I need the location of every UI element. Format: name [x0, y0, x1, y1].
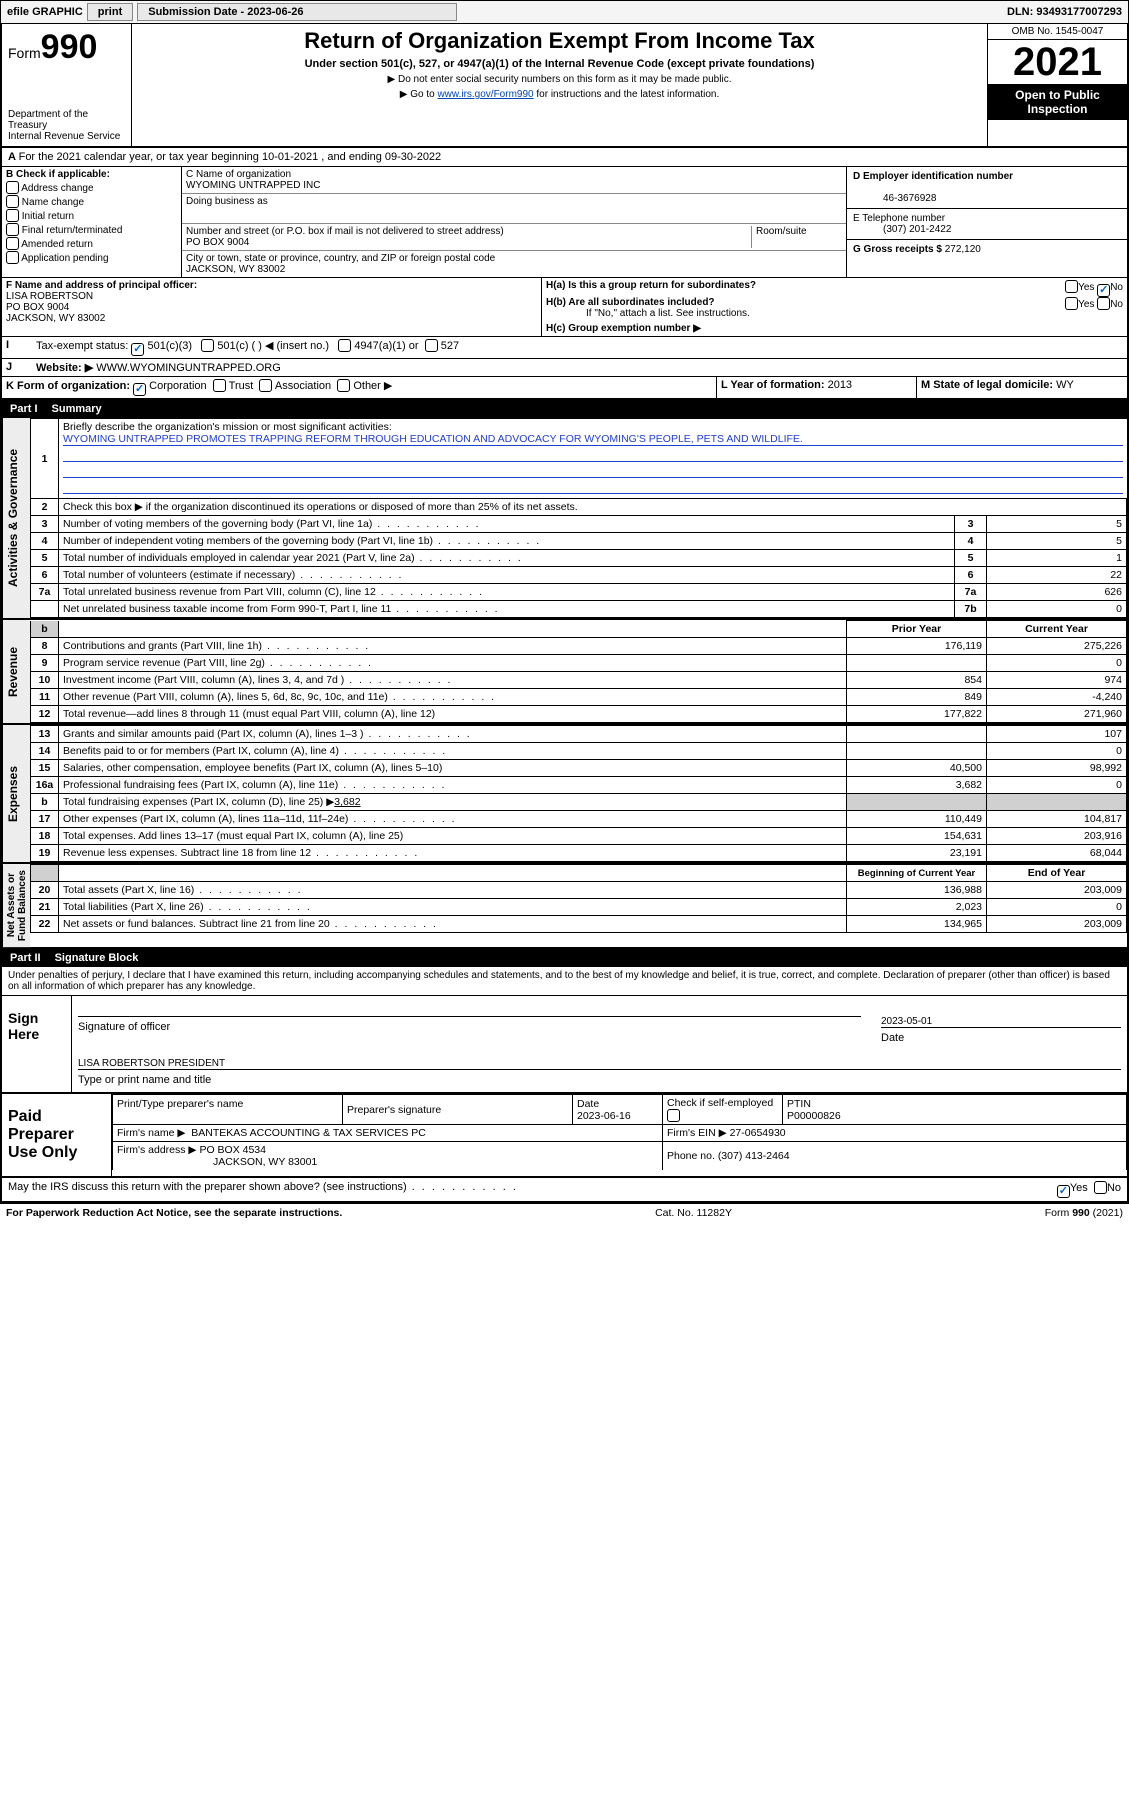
discuss-row: May the IRS discuss this return with the… [0, 1178, 1129, 1203]
tax-year-line: A For the 2021 calendar year, or tax yea… [0, 148, 1129, 167]
group-return-no-checkbox[interactable]: ✓ [1097, 284, 1110, 297]
mission-text: WYOMING UNTRAPPED PROMOTES TRAPPING REFO… [63, 433, 1123, 446]
city-state-zip: JACKSON, WY 83002 [186, 264, 285, 275]
gross-receipts: 272,120 [945, 244, 981, 255]
name-address-block: C Name of organizationWYOMING UNTRAPPED … [182, 167, 847, 277]
ein-value: 46-3676928 [883, 193, 936, 204]
form-header: Form990 Department of the Treasury Inter… [0, 24, 1129, 148]
501c3-checkbox[interactable]: ✓ [131, 343, 144, 356]
self-employed-checkbox[interactable] [667, 1109, 680, 1122]
officer-name: LISA ROBERTSON [6, 291, 93, 302]
cat-number: Cat. No. 11282Y [655, 1207, 732, 1219]
final-return-checkbox[interactable] [6, 223, 19, 236]
sign-here-label: Sign Here [2, 996, 72, 1092]
dln-label: DLN: 93493177007293 [1007, 6, 1122, 18]
line7a-value: 626 [987, 584, 1127, 601]
ssn-warning: ▶ Do not enter social security numbers o… [138, 74, 981, 85]
firm-ein: 27-0654930 [730, 1127, 786, 1139]
checkbox-section-b: B Check if applicable: Address change Na… [2, 167, 182, 277]
submission-date-button[interactable]: Submission Date - 2023-06-26 [137, 3, 457, 21]
association-checkbox[interactable] [259, 379, 272, 392]
org-name: WYOMING UNTRAPPED INC [186, 180, 320, 191]
line6-value: 22 [987, 567, 1127, 584]
paid-preparer-block: Paid Preparer Use Only Print/Type prepar… [0, 1094, 1129, 1178]
tax-status-row: I Tax-exempt status: ✓ 501(c)(3) 501(c) … [0, 337, 1129, 359]
efile-label: efile GRAPHIC [7, 6, 83, 18]
phone-value: (307) 201-2422 [883, 224, 951, 235]
org-info-block: B Check if applicable: Address change Na… [0, 167, 1129, 278]
revenue-section: Revenue bPrior YearCurrent Year 8Contrib… [0, 620, 1129, 725]
firm-address2: JACKSON, WY 83001 [213, 1156, 317, 1168]
amended-return-checkbox[interactable] [6, 237, 19, 250]
form-org-row: K Form of organization: ✓ Corporation Tr… [0, 377, 1129, 400]
ein-phone-block: D Employer identification number 46-3676… [847, 167, 1127, 277]
print-button[interactable]: print [87, 3, 133, 21]
firm-name: BANTEKAS ACCOUNTING & TAX SERVICES PC [191, 1127, 426, 1139]
other-org-checkbox[interactable] [337, 379, 350, 392]
firm-phone: (307) 413-2464 [718, 1150, 790, 1162]
officer-typed-name: LISA ROBERTSON PRESIDENT [78, 1048, 1121, 1070]
irs-link[interactable]: www.irs.gov/Form990 [437, 89, 533, 100]
discuss-yes-checkbox[interactable]: ✓ [1057, 1185, 1070, 1198]
527-checkbox[interactable] [425, 339, 438, 352]
discuss-no-checkbox[interactable] [1094, 1181, 1107, 1194]
efile-topbar: efile GRAPHIC print Submission Date - 20… [0, 0, 1129, 24]
line7b-value: 0 [987, 601, 1127, 618]
application-pending-checkbox[interactable] [6, 251, 19, 264]
open-inspection: Open to Public Inspection [988, 84, 1127, 120]
net-assets-tab: Net Assets orFund Balances [2, 864, 30, 947]
subordinates-no-checkbox[interactable] [1097, 297, 1110, 310]
expenses-section: Expenses 13Grants and similar amounts pa… [0, 725, 1129, 864]
state-domicile: WY [1056, 379, 1074, 391]
revenue-tab: Revenue [2, 620, 30, 723]
activities-tab: Activities & Governance [2, 418, 30, 618]
page-footer: For Paperwork Reduction Act Notice, see … [0, 1203, 1129, 1222]
year-formation: 2013 [828, 379, 852, 391]
expenses-tab: Expenses [2, 725, 30, 862]
officer-group-block: F Name and address of principal officer:… [0, 278, 1129, 337]
instructions-note: ▶ Go to www.irs.gov/Form990 for instruct… [138, 89, 981, 100]
signature-block: Sign Here Signature of officer 2023-05-0… [0, 995, 1129, 1094]
irs-label: Internal Revenue Service [8, 131, 125, 142]
part-i-header: Part I Summary [0, 400, 1129, 418]
ptin-value: P00000826 [787, 1110, 841, 1122]
address-change-checkbox[interactable] [6, 181, 19, 194]
group-return-yes-checkbox[interactable] [1065, 280, 1078, 293]
subordinates-yes-checkbox[interactable] [1065, 297, 1078, 310]
line3-value: 5 [987, 516, 1127, 533]
line4-value: 5 [987, 533, 1127, 550]
firm-address1: PO BOX 4534 [199, 1144, 266, 1156]
net-assets-section: Net Assets orFund Balances Beginning of … [0, 864, 1129, 949]
trust-checkbox[interactable] [213, 379, 226, 392]
street-address: PO BOX 9004 [186, 237, 249, 248]
sign-date: 2023-05-01 [881, 1006, 1121, 1028]
website-row: J Website: ▶ WWW.WYOMINGUNTRAPPED.ORG [0, 359, 1129, 377]
name-change-checkbox[interactable] [6, 195, 19, 208]
tax-year: 2021 [988, 40, 1127, 84]
website-value: WWW.WYOMINGUNTRAPPED.ORG [96, 362, 281, 374]
preparer-date: 2023-06-16 [577, 1110, 631, 1122]
dept-treasury: Department of the Treasury [8, 109, 125, 131]
form-subtitle: Under section 501(c), 527, or 4947(a)(1)… [138, 58, 981, 70]
part-ii-header: Part II Signature Block [0, 949, 1129, 967]
activities-governance-section: Activities & Governance 1 Briefly descri… [0, 418, 1129, 620]
form-ref: Form 990 (2021) [1045, 1207, 1123, 1219]
corporation-checkbox[interactable]: ✓ [133, 383, 146, 396]
4947-checkbox[interactable] [338, 339, 351, 352]
line5-value: 1 [987, 550, 1127, 567]
form-number: Form990 [8, 28, 125, 67]
omb-number: OMB No. 1545-0047 [988, 24, 1127, 40]
paid-preparer-label: Paid Preparer Use Only [2, 1094, 112, 1176]
initial-return-checkbox[interactable] [6, 209, 19, 222]
form-title: Return of Organization Exempt From Incom… [138, 28, 981, 54]
501c-checkbox[interactable] [201, 339, 214, 352]
perjury-statement: Under penalties of perjury, I declare th… [0, 967, 1129, 995]
